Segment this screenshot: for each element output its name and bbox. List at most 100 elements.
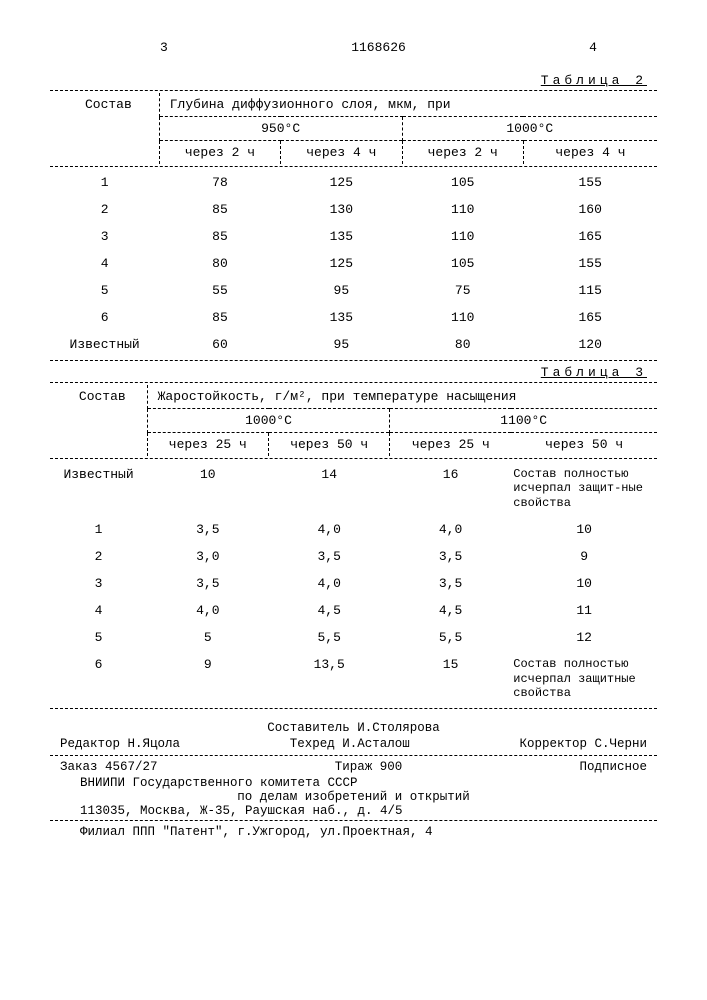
cell: 115 — [523, 277, 657, 304]
footer-order: Заказ 4567/27 — [60, 760, 158, 774]
cell: 78 — [159, 169, 280, 196]
table-row: 555,55,512 — [50, 624, 657, 651]
table3-temp1: 1000°C — [147, 409, 390, 433]
cell: 3 — [50, 223, 159, 250]
table-row: 178125105155 — [50, 169, 657, 196]
cell: 120 — [523, 331, 657, 358]
table-row: 44,04,54,511 — [50, 597, 657, 624]
page-doc-num: 1168626 — [351, 40, 406, 55]
table-row: Известный609580120 — [50, 331, 657, 358]
table-row: 385135110165 — [50, 223, 657, 250]
cell: 9 — [147, 651, 268, 706]
cell: 60 — [159, 331, 280, 358]
table-row: 5559575115 — [50, 277, 657, 304]
cell: 135 — [281, 304, 402, 331]
table-row: 33,54,03,510 — [50, 570, 657, 597]
footer-tirazh: Тираж 900 — [335, 760, 403, 774]
table3: Состав Жаростойкость, г/м², при температ… — [50, 385, 657, 456]
table3-temp2: 1100°C — [390, 409, 657, 433]
cell: 110 — [402, 304, 523, 331]
cell: 95 — [281, 277, 402, 304]
cell: 4,0 — [269, 516, 390, 543]
cell: 4,5 — [269, 597, 390, 624]
cell: 2 — [50, 543, 147, 570]
cell: 5 — [50, 624, 147, 651]
cell: 130 — [281, 196, 402, 223]
table2-sub-1: через 4 ч — [281, 141, 402, 165]
footer-line2: по делам изобретений и открытий — [50, 790, 657, 804]
footer-line4: Филиал ППП "Патент", г.Ужгород, ул.Проек… — [50, 825, 657, 839]
cell: 75 — [402, 277, 523, 304]
cell: 165 — [523, 223, 657, 250]
table2-temp2: 1000°C — [402, 117, 657, 141]
cell: 110 — [402, 196, 523, 223]
table3-label: Таблица 3 — [50, 365, 657, 380]
cell: 80 — [159, 250, 280, 277]
cell: 125 — [281, 250, 402, 277]
table-row: 13,54,04,010 — [50, 516, 657, 543]
cell: 10 — [511, 516, 657, 543]
cell: 15 — [390, 651, 511, 706]
cell: 125 — [281, 169, 402, 196]
cell: 13,5 — [269, 651, 390, 706]
table3-col-header: Состав — [50, 385, 147, 456]
footer-line3: 113035, Москва, Ж-35, Раушская наб., д. … — [50, 804, 657, 818]
cell: 85 — [159, 196, 280, 223]
table-row: 285130110160 — [50, 196, 657, 223]
cell: 155 — [523, 250, 657, 277]
cell: 4,0 — [390, 516, 511, 543]
cell: 1 — [50, 169, 159, 196]
cell: 10 — [147, 461, 268, 516]
footer-composer: Составитель И.Столярова — [50, 721, 657, 735]
cell: 2 — [50, 196, 159, 223]
footer-subscription: Подписное — [579, 760, 647, 774]
footer-corrector: Корректор С.Черни — [519, 737, 647, 751]
cell: 110 — [402, 223, 523, 250]
cell: 3,5 — [269, 543, 390, 570]
footer-line1: ВНИИПИ Государственного комитета СССР — [50, 776, 657, 790]
cell: 105 — [402, 169, 523, 196]
cell: Состав полностью исчерпал защитные свойс… — [511, 651, 657, 706]
cell: Известный — [50, 331, 159, 358]
table2-body: 1781251051552851301101603851351101654801… — [50, 169, 657, 358]
cell: 5,5 — [269, 624, 390, 651]
cell: 12 — [511, 624, 657, 651]
cell: 3,5 — [390, 570, 511, 597]
table2-col-header: Состав — [50, 93, 159, 164]
table-row: 685135110165 — [50, 304, 657, 331]
cell: 160 — [523, 196, 657, 223]
cell: 4,0 — [269, 570, 390, 597]
cell: 155 — [523, 169, 657, 196]
footer-editor: Редактор Н.Яцола — [60, 737, 180, 751]
cell: 1 — [50, 516, 147, 543]
cell: 4 — [50, 597, 147, 624]
table-row: 480125105155 — [50, 250, 657, 277]
table3-sub-1: через 50 ч — [269, 433, 390, 457]
cell: 9 — [511, 543, 657, 570]
page-right-num: 4 — [589, 40, 597, 55]
cell: 55 — [159, 277, 280, 304]
cell: 3,5 — [147, 570, 268, 597]
table2-temp1: 950°C — [159, 117, 402, 141]
table3-sub-0: через 25 ч — [147, 433, 268, 457]
table-row: Известный101416Состав полностью исчерпал… — [50, 461, 657, 516]
table2-sub-2: через 2 ч — [402, 141, 523, 165]
cell: 11 — [511, 597, 657, 624]
cell: Известный — [50, 461, 147, 516]
footer-techred: Техред И.Асталош — [290, 737, 410, 751]
cell: 85 — [159, 304, 280, 331]
cell: 10 — [511, 570, 657, 597]
cell: 80 — [402, 331, 523, 358]
cell: 5,5 — [390, 624, 511, 651]
table2: Состав Глубина диффузионного слоя, мкм, … — [50, 93, 657, 164]
table-row: 23,03,53,59 — [50, 543, 657, 570]
cell: 105 — [402, 250, 523, 277]
table2-sub-0: через 2 ч — [159, 141, 280, 165]
cell: 4,0 — [147, 597, 268, 624]
cell: 165 — [523, 304, 657, 331]
table-row: 6913,515Состав полностью исчерпал защитн… — [50, 651, 657, 706]
cell: 5 — [50, 277, 159, 304]
table3-sub-2: через 25 ч — [390, 433, 511, 457]
table3-group-header: Жаростойкость, г/м², при температуре нас… — [147, 385, 657, 409]
cell: 3,0 — [147, 543, 268, 570]
